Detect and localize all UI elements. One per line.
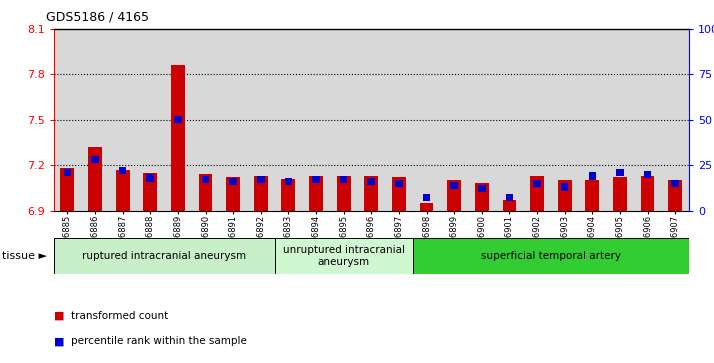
Text: unruptured intracranial
aneurysm: unruptured intracranial aneurysm <box>283 245 405 267</box>
Bar <box>413 29 441 211</box>
Bar <box>478 185 486 192</box>
Bar <box>358 29 385 211</box>
Bar <box>198 174 213 211</box>
Bar <box>64 169 71 176</box>
Text: ■: ■ <box>54 311 64 321</box>
Bar <box>634 29 661 211</box>
Bar <box>468 29 496 211</box>
Bar <box>171 65 185 211</box>
Bar <box>616 169 624 176</box>
Bar <box>81 29 109 211</box>
Bar <box>423 194 431 201</box>
Bar <box>585 180 599 211</box>
Bar <box>330 29 358 211</box>
Bar <box>309 176 323 211</box>
Bar <box>61 168 74 211</box>
Bar <box>671 180 679 187</box>
Bar <box>551 29 578 211</box>
Bar <box>395 180 403 187</box>
Bar <box>191 29 219 211</box>
Bar <box>219 29 247 211</box>
Text: transformed count: transformed count <box>71 311 169 321</box>
Text: percentile rank within the sample: percentile rank within the sample <box>71 336 247 346</box>
Bar <box>644 171 651 178</box>
Bar <box>146 174 154 182</box>
Bar <box>257 176 265 183</box>
Text: GDS5186 / 4165: GDS5186 / 4165 <box>46 11 149 24</box>
Bar <box>247 29 275 211</box>
Bar <box>588 172 596 180</box>
Bar <box>229 178 237 185</box>
Bar <box>506 194 513 201</box>
Bar <box>451 182 458 189</box>
Bar <box>164 29 191 211</box>
Bar <box>281 179 296 211</box>
Text: ■: ■ <box>54 336 64 346</box>
Bar <box>385 29 413 211</box>
Bar <box>441 29 468 211</box>
Bar <box>254 176 268 211</box>
Bar <box>226 177 240 211</box>
Bar <box>144 173 157 211</box>
Bar <box>119 167 126 174</box>
Bar <box>337 176 351 211</box>
Bar <box>109 29 136 211</box>
Bar <box>302 29 330 211</box>
Bar <box>202 176 209 183</box>
Text: superficial temporal artery: superficial temporal artery <box>481 251 621 261</box>
Bar <box>340 176 348 183</box>
Bar <box>285 178 292 185</box>
Bar <box>640 176 655 211</box>
FancyBboxPatch shape <box>54 238 275 274</box>
Bar <box>420 203 433 211</box>
FancyBboxPatch shape <box>275 238 413 274</box>
Bar <box>88 147 102 211</box>
Bar <box>275 29 302 211</box>
Bar <box>578 29 606 211</box>
Text: tissue ►: tissue ► <box>2 251 47 261</box>
Bar <box>475 183 488 211</box>
Bar <box>561 183 568 191</box>
Bar <box>558 180 572 211</box>
Bar <box>116 170 129 211</box>
Bar <box>392 177 406 211</box>
Bar <box>503 200 516 211</box>
Bar <box>54 29 81 211</box>
Bar <box>368 178 375 185</box>
Bar <box>136 29 164 211</box>
Bar <box>496 29 523 211</box>
Bar <box>312 176 320 183</box>
Bar <box>530 176 544 211</box>
FancyBboxPatch shape <box>413 238 689 274</box>
Bar <box>447 180 461 211</box>
Bar <box>91 156 99 163</box>
Bar <box>364 176 378 211</box>
Bar <box>174 116 181 123</box>
Bar <box>661 29 689 211</box>
Bar <box>606 29 634 211</box>
Text: ruptured intracranial aneurysm: ruptured intracranial aneurysm <box>82 251 246 261</box>
Bar <box>523 29 551 211</box>
Bar <box>533 180 540 187</box>
Bar <box>668 180 682 211</box>
Bar <box>613 177 627 211</box>
